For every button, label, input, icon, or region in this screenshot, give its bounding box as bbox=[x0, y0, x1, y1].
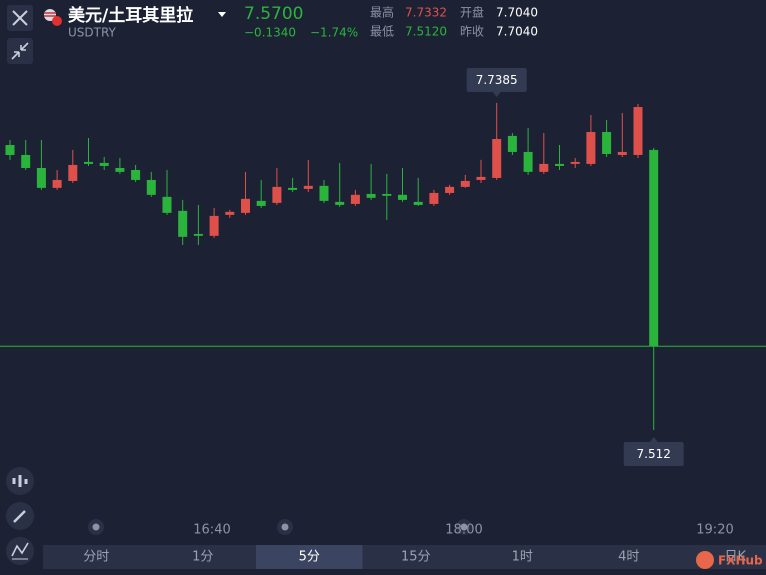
x-tick-label: 19:20 bbox=[696, 523, 733, 538]
watermark: FXHub bbox=[718, 554, 763, 568]
candle-body bbox=[570, 161, 580, 164]
candle-body bbox=[523, 151, 533, 172]
flag-icon bbox=[44, 9, 62, 26]
candle-body bbox=[633, 107, 643, 155]
candle-body bbox=[413, 201, 423, 205]
price: 7.5700 bbox=[244, 4, 303, 24]
candle-body bbox=[162, 196, 172, 213]
candle-body bbox=[303, 185, 313, 189]
x-tick-label: 16:40 bbox=[193, 523, 230, 538]
price-tag-box bbox=[623, 442, 684, 466]
price-tag-box bbox=[466, 68, 527, 92]
candle-body bbox=[256, 200, 266, 206]
stat-value: 7.7040 bbox=[496, 6, 538, 20]
candle-body bbox=[5, 145, 15, 155]
candle-body bbox=[460, 180, 470, 187]
dropdown-arrow[interactable] bbox=[218, 12, 226, 17]
candle-body bbox=[178, 210, 188, 237]
candle-body bbox=[272, 186, 282, 203]
candle-body bbox=[84, 161, 93, 164]
candle-body bbox=[429, 192, 439, 204]
price-tag-pointer bbox=[649, 437, 658, 442]
candle-body bbox=[539, 163, 549, 172]
change: −0.1340 bbox=[244, 26, 296, 40]
tab-selected-bg bbox=[256, 545, 363, 569]
stat-label: 最高 bbox=[370, 5, 394, 20]
timeframe-tab[interactable]: 4时 bbox=[618, 550, 639, 565]
stat-label: 开盘 bbox=[460, 5, 484, 20]
candle-body bbox=[507, 135, 517, 152]
scroll-markers bbox=[88, 519, 472, 535]
timeframe-bar bbox=[43, 545, 766, 569]
candle-body bbox=[288, 187, 298, 190]
timeframe-tab[interactable]: 日K bbox=[724, 550, 746, 565]
x-tick-label: 18:00 bbox=[445, 523, 482, 538]
shrink-button[interactable] bbox=[7, 38, 33, 64]
candle-body bbox=[209, 215, 219, 236]
candle-body bbox=[617, 151, 627, 155]
candle-body bbox=[115, 167, 125, 172]
candle-body bbox=[649, 149, 659, 347]
candle-body bbox=[335, 201, 345, 205]
candle-body bbox=[382, 193, 392, 196]
pair-title[interactable]: 美元/土耳其里拉 bbox=[68, 5, 193, 26]
stat-value: 7.7332 bbox=[405, 6, 447, 20]
candle-body bbox=[445, 186, 455, 193]
candle-body bbox=[319, 185, 329, 201]
stat-label: 最低 bbox=[370, 25, 394, 39]
candle-body bbox=[225, 211, 235, 215]
stat-value: 7.5120 bbox=[405, 25, 447, 39]
candle-body bbox=[99, 162, 109, 166]
candle-body bbox=[52, 179, 62, 188]
close-button[interactable] bbox=[7, 5, 33, 31]
candle-chart: 7.7385 7.512 16:40 18:00 19:20 bbox=[0, 68, 766, 538]
price-tag: 7.7385 bbox=[476, 73, 518, 87]
timeframe-tab[interactable]: 分时 bbox=[83, 550, 109, 565]
candle-body bbox=[492, 138, 502, 178]
timeframe-tab[interactable]: 5分 bbox=[299, 550, 320, 565]
timeframe-tab[interactable]: 1时 bbox=[512, 550, 533, 565]
candle-body bbox=[21, 154, 31, 168]
change-pct: −1.74% bbox=[310, 26, 358, 40]
candle-body bbox=[602, 132, 612, 154]
timeframe-tab[interactable]: 1分 bbox=[192, 550, 213, 565]
candle-body bbox=[241, 198, 250, 213]
candle-body bbox=[36, 167, 46, 188]
candle-body bbox=[131, 169, 141, 180]
candle-body bbox=[398, 194, 407, 200]
candle-body bbox=[586, 132, 596, 164]
price-tag: 7.512 bbox=[637, 447, 671, 461]
candle-body bbox=[366, 193, 376, 198]
stat-value: 7.7040 bbox=[496, 25, 538, 39]
candle-body bbox=[146, 179, 156, 195]
timeframe-tab[interactable]: 15分 bbox=[401, 550, 431, 565]
candle-body bbox=[68, 164, 78, 181]
candle-body bbox=[555, 163, 564, 166]
logo-icon bbox=[696, 551, 714, 569]
candle-body bbox=[350, 194, 360, 204]
symbol: USDTRY bbox=[68, 26, 117, 40]
candle-body bbox=[476, 176, 486, 180]
side-tools bbox=[6, 467, 34, 565]
price-tag-pointer bbox=[492, 92, 501, 97]
candle-body bbox=[193, 233, 203, 236]
stat-label: 昨收 bbox=[460, 25, 484, 39]
